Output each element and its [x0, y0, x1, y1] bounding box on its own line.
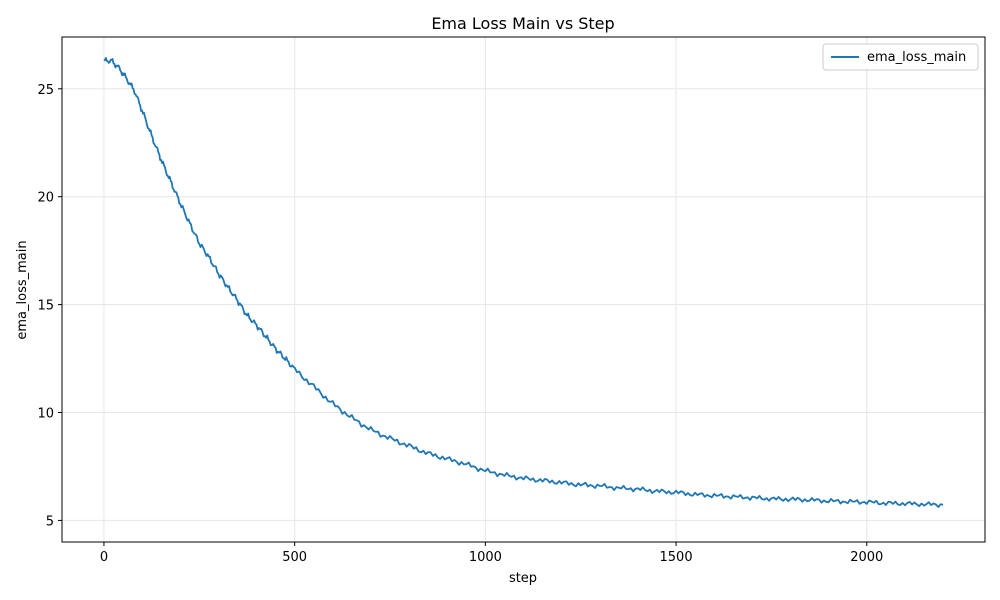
- y-axis-label: ema_loss_main: [15, 240, 30, 339]
- x-tick-label: 0: [100, 550, 108, 565]
- grid: [62, 37, 985, 542]
- legend-label-ema-loss-main: ema_loss_main: [867, 50, 966, 65]
- chart-title: Ema Loss Main vs Step: [431, 14, 614, 33]
- x-tick-label: 1000: [469, 550, 502, 565]
- y-tick-label: 5: [46, 514, 54, 529]
- y-tick-label: 25: [37, 83, 54, 98]
- y-tick-label: 20: [37, 191, 54, 206]
- x-tick-label: 500: [282, 550, 307, 565]
- legend: ema_loss_main: [822, 43, 979, 71]
- y-tick-label: 10: [37, 407, 54, 422]
- series-line-ema-loss-main: [103, 57, 944, 508]
- plot-area-frame: [61, 36, 986, 543]
- x-tick-label: 1500: [660, 550, 693, 565]
- y-tick-label: 15: [37, 299, 54, 314]
- legend-box: [822, 43, 979, 71]
- x-tick-label: 2000: [850, 550, 883, 565]
- x-axis-label: step: [509, 571, 537, 586]
- ticks: 0 500 1000 1500 2000 5 10 15 20 25: [37, 83, 883, 565]
- series-layer: [103, 57, 944, 508]
